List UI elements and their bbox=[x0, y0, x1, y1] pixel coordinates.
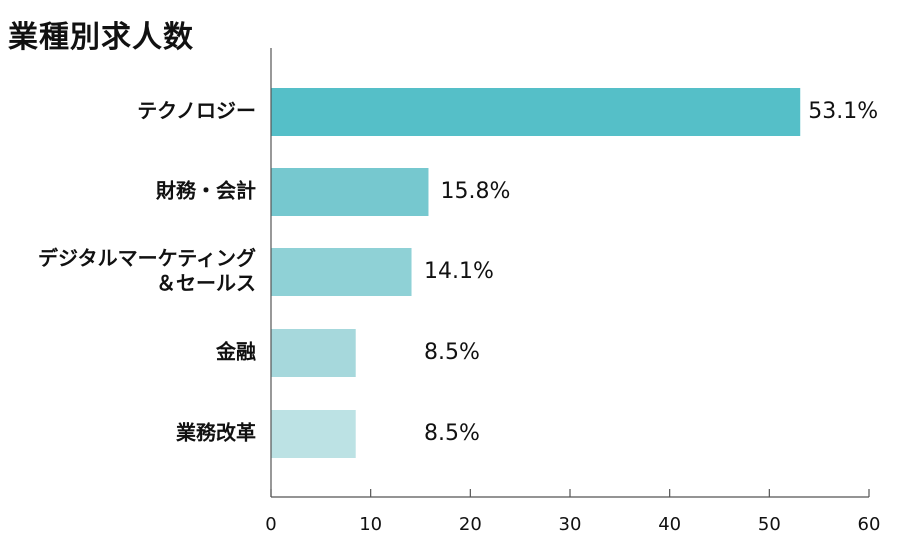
chart-title: 業種別求人数 bbox=[8, 20, 194, 55]
x-tick-label-3: 30 bbox=[559, 514, 582, 535]
bar-3 bbox=[271, 329, 356, 377]
value-labels: 53.1% 15.8% 14.1% 8.5% 8.5% bbox=[424, 99, 878, 446]
category-label-3: 金融 bbox=[215, 340, 256, 364]
value-label-3: 8.5% bbox=[424, 340, 480, 365]
category-label-4: 業務改革 bbox=[176, 421, 256, 445]
bar-0 bbox=[271, 88, 801, 136]
category-label-2: デジタルマーケティング＆セールス bbox=[38, 246, 256, 295]
x-tick-label-1: 10 bbox=[359, 514, 382, 535]
x-tick-label-4: 40 bbox=[658, 514, 681, 535]
x-tick-label-6: 60 bbox=[858, 514, 881, 535]
value-label-2: 14.1% bbox=[424, 259, 494, 284]
value-label-1: 15.8% bbox=[440, 179, 510, 204]
category-label-0: テクノロジー bbox=[137, 99, 256, 123]
x-tick-label-2: 20 bbox=[459, 514, 482, 535]
bar-4 bbox=[271, 410, 356, 458]
bar-2 bbox=[271, 248, 412, 296]
x-tick-label-5: 50 bbox=[758, 514, 781, 535]
x-tick-label-0: 0 bbox=[265, 514, 276, 535]
category-label-1: 財務・会計 bbox=[156, 179, 256, 203]
value-label-0: 53.1% bbox=[808, 99, 878, 124]
axes-group: 0 10 20 30 40 50 60 bbox=[265, 48, 880, 535]
bars-group bbox=[271, 88, 801, 458]
bar-1 bbox=[271, 168, 429, 216]
value-label-4: 8.5% bbox=[424, 421, 480, 446]
